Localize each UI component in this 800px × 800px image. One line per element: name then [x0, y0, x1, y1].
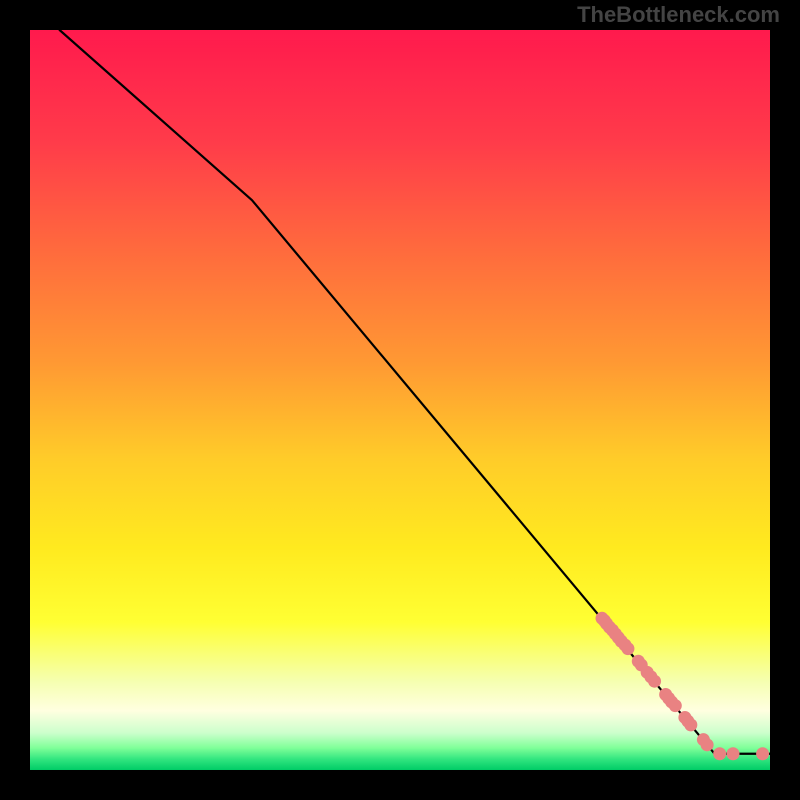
watermark-text: TheBottleneck.com: [577, 2, 780, 28]
chart-marker: [621, 642, 634, 655]
chart-background: [30, 30, 770, 770]
chart-container: [30, 30, 770, 770]
chart-marker: [648, 675, 661, 688]
chart-marker: [701, 738, 714, 751]
chart-marker: [669, 699, 682, 712]
chart-svg: [30, 30, 770, 770]
chart-marker: [727, 747, 740, 760]
chart-marker: [684, 718, 697, 731]
chart-marker: [756, 747, 769, 760]
chart-marker: [713, 747, 726, 760]
